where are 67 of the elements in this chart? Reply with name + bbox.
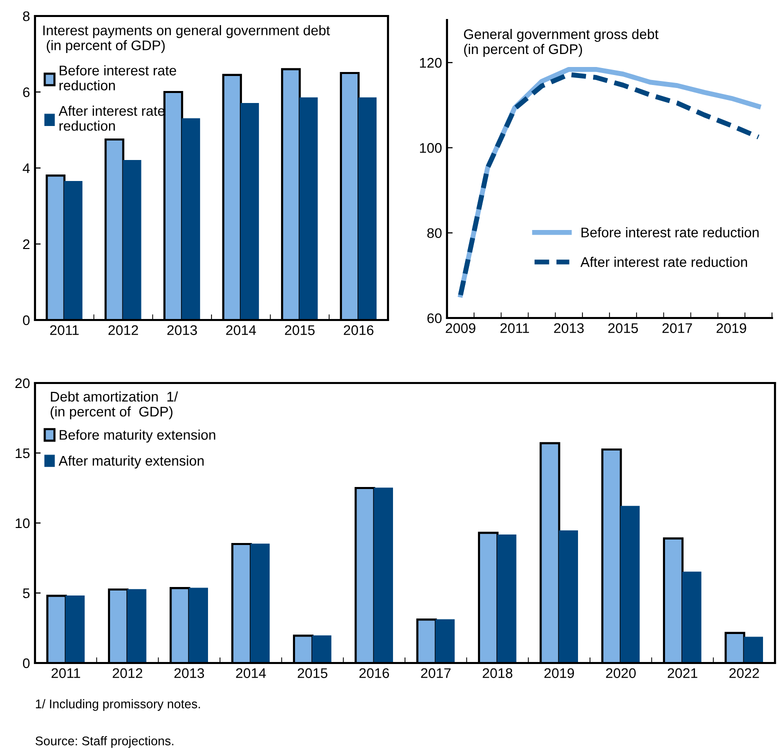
y-tick-label: 120 <box>420 58 442 68</box>
legend-label: Before maturity extension <box>60 430 216 443</box>
y-tick-label: 100 <box>420 143 442 153</box>
x-tick-label: 2015 <box>608 323 638 334</box>
text: Interest payments on general government debt (in percent of GDP) <box>43 25 330 54</box>
y-tick-label: 0 <box>22 315 30 326</box>
y-tick-label: 20 <box>15 378 30 388</box>
bar <box>182 118 200 320</box>
bar <box>122 160 142 320</box>
legend-label: After interest rate reduction <box>58 106 165 131</box>
bar <box>682 572 702 663</box>
x-tick-label: 2018 <box>482 668 512 678</box>
y-tick-label: 6 <box>23 87 30 98</box>
y-tick-label: 0 <box>22 658 30 668</box>
x-tick-label: 2014 <box>236 668 266 678</box>
bar <box>358 97 377 320</box>
y-tick-label: 4 <box>22 163 30 174</box>
y-tick-label: 15 <box>16 448 30 458</box>
legend-label: Before interest rate reduction <box>582 227 759 238</box>
bar <box>240 103 259 320</box>
text: General government gross debt (in percent of GDP) <box>464 28 658 57</box>
y-tick-label: 2 <box>23 239 30 250</box>
y-tick-label: 60 <box>427 313 442 324</box>
x-tick-label: 2013 <box>554 323 584 334</box>
x-tick-label: 2013 <box>167 325 197 336</box>
bar <box>65 595 85 663</box>
bar <box>497 534 516 663</box>
y-tick-label: 80 <box>427 228 442 238</box>
legend-label: Before interest rate reduction <box>60 65 176 90</box>
bar <box>744 636 764 663</box>
bar <box>188 588 208 663</box>
x-tick-label: 2013 <box>174 668 204 678</box>
x-tick-label: 2009 <box>446 323 476 334</box>
x-tick-label: 2017 <box>662 323 692 334</box>
x-tick-label: 2016 <box>359 668 390 678</box>
x-tick-label: 2016 <box>344 325 374 336</box>
text: Debt amortization 1/ (in percent of GDP) <box>50 391 178 420</box>
text: 1/ Including promissory notes. <box>36 699 200 711</box>
x-tick-label: 2015 <box>298 668 328 678</box>
bar <box>312 635 332 663</box>
y-tick-label: 10 <box>16 518 30 528</box>
x-tick-label: 2017 <box>421 668 451 678</box>
legend-label: After maturity extension <box>58 456 204 468</box>
x-tick-label: 2021 <box>668 668 698 678</box>
bar <box>127 589 146 663</box>
legend-label: After interest rate reduction <box>580 256 748 267</box>
bar <box>620 506 640 663</box>
y-tick-label: 5 <box>22 588 30 598</box>
x-tick-label: 2014 <box>226 325 256 336</box>
x-tick-label: 2019 <box>544 668 574 678</box>
source-note: Source: Staff projections. <box>36 736 174 748</box>
bar <box>435 619 455 663</box>
x-tick-label: 2012 <box>108 325 138 336</box>
x-tick-label: 2022 <box>729 668 759 678</box>
x-tick-label: 2011 <box>500 323 529 334</box>
x-tick-label: 2011 <box>52 668 80 678</box>
bar <box>558 530 578 663</box>
bar <box>374 488 394 663</box>
x-tick-label: 2012 <box>112 668 142 678</box>
y-tick-label: 8 <box>23 11 30 22</box>
x-tick-label: 2020 <box>606 668 636 678</box>
bar <box>250 544 270 663</box>
x-tick-label: 2015 <box>285 325 315 336</box>
bar <box>64 180 82 320</box>
bar <box>299 97 318 320</box>
x-tick-label: 2011 <box>50 325 79 336</box>
x-tick-label: 2019 <box>716 323 746 334</box>
